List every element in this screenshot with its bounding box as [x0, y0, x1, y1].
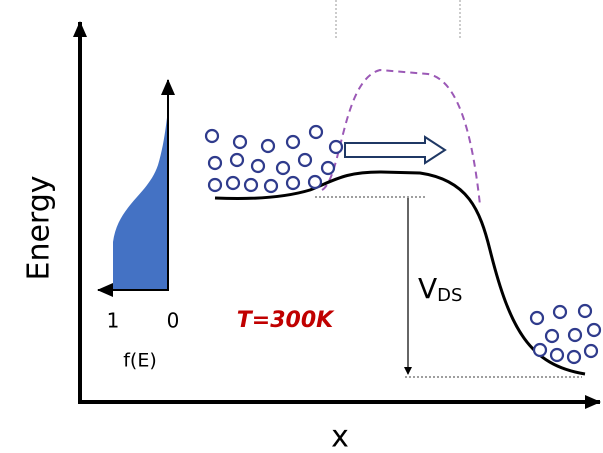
- temperature-label: T=300K: [237, 308, 335, 333]
- electron: [263, 178, 279, 194]
- flow-arrow: [344, 135, 447, 165]
- electron: [320, 160, 336, 176]
- electron: [207, 155, 223, 171]
- fermi-tick-label: 0: [167, 309, 180, 333]
- electron: [260, 138, 276, 154]
- electron: [232, 134, 248, 150]
- electron: [275, 160, 291, 176]
- electron: [328, 139, 344, 155]
- electron: [532, 342, 548, 358]
- band-profile: [214, 170, 586, 376]
- electrons-drain: [529, 303, 602, 365]
- electron: [250, 158, 266, 174]
- fermi-axis-label: f(E): [123, 350, 157, 372]
- electron: [529, 310, 545, 326]
- electrons-source: [204, 124, 344, 194]
- electron: [307, 174, 323, 190]
- electron: [243, 177, 259, 193]
- fermi-tick-label: 1: [107, 309, 120, 333]
- electron: [586, 322, 602, 338]
- vds-subscript: DS: [437, 285, 462, 306]
- electron: [207, 177, 223, 193]
- electron: [297, 152, 313, 168]
- electron: [285, 134, 301, 150]
- barrier-dashed: [321, 68, 481, 206]
- electron: [549, 347, 565, 363]
- vds-label: VDS: [418, 272, 462, 306]
- electron: [225, 175, 241, 191]
- electron: [552, 304, 568, 320]
- vds-main: V: [418, 272, 437, 305]
- electron: [567, 327, 583, 343]
- electron: [285, 175, 301, 191]
- fermi-fill: [113, 110, 168, 290]
- electron: [577, 303, 593, 319]
- electron: [583, 343, 599, 359]
- electron: [566, 349, 582, 365]
- electron: [308, 124, 324, 140]
- x-axis-label: x: [331, 420, 349, 453]
- electron: [204, 128, 220, 144]
- y-axis-label: Energy: [22, 175, 57, 280]
- electron: [229, 152, 245, 168]
- electron: [544, 328, 560, 344]
